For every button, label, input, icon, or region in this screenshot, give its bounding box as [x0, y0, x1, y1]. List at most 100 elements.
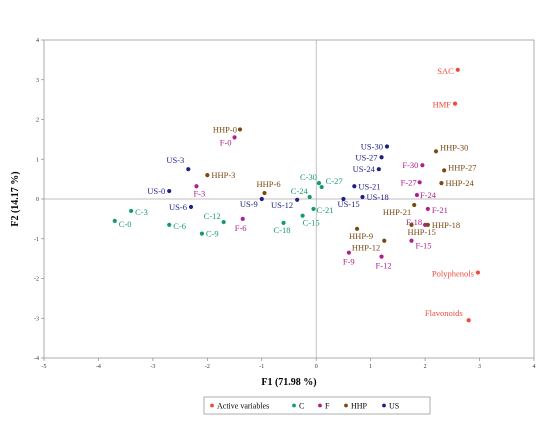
point-label-us-30: US-30 [361, 142, 383, 152]
point-label-f-27: F-27 [401, 177, 417, 187]
point-label-hhp-15: HHP-15 [408, 227, 436, 237]
x-tick-label: -2 [205, 364, 210, 370]
y-tick-label: 3 [36, 78, 39, 84]
point-f-6 [240, 216, 245, 221]
point-label-flavonoids: Flavonoids [425, 308, 463, 318]
legend-box [203, 396, 431, 415]
point-c-12 [221, 219, 226, 225]
points-layer: SAC HMF Polyphenols Flavonoids C-0C-3 C-6 C-9 C… [112, 66, 481, 323]
point-us-18 [360, 194, 365, 200]
point-label-us-9: US-9 [240, 199, 258, 209]
y-tick-label: -4 [34, 356, 39, 362]
legend-label-c: C [299, 402, 304, 411]
y-tick-label: 4 [36, 38, 39, 44]
point-us-6 [188, 204, 194, 210]
point-label-us-15: US-15 [337, 199, 359, 209]
point-f-9 [346, 250, 351, 255]
legend-label-us: US [389, 402, 399, 411]
point-label-us-3: US-3 [166, 155, 184, 165]
legend-label-hhp: HHP [351, 402, 368, 411]
point-f-12 [379, 254, 384, 259]
point-label-hhp-12: HHP-12 [352, 243, 380, 253]
point-flavonoids [466, 318, 471, 323]
point-label-us-24: US-24 [353, 164, 376, 174]
point-c-30 [316, 181, 322, 186]
y-tick-label: 0 [36, 197, 39, 203]
y-tick-label: -2 [34, 277, 39, 283]
point-us-3 [186, 167, 191, 172]
legend-label-active-variables: Active variables [217, 402, 269, 411]
x-tick-label: 3 [478, 364, 481, 370]
point-hhp-15 [409, 222, 414, 227]
point-c-3 [129, 208, 134, 214]
point-us-24 [376, 167, 381, 172]
point-label-c-27: C-27 [326, 176, 343, 186]
point-label-hhp-0: HHP-0 [213, 124, 237, 134]
point-label-c-6: C-6 [173, 221, 186, 231]
point-label-us-12: US-12 [271, 200, 293, 210]
point-label-hhp-18: HHP-18 [432, 220, 460, 230]
point-label-c-3: C-3 [135, 207, 148, 217]
point-label-c-30: C-30 [300, 172, 317, 182]
point-label-hhp-24: HHP-24 [445, 178, 474, 188]
point-label-hhp-9: HHP-9 [349, 231, 373, 241]
point-label-c-0: C-0 [119, 219, 132, 229]
point-label-f-9: F-9 [343, 257, 355, 267]
point-label-hhp-27: HHP-27 [448, 162, 476, 172]
point-label-hhp-21: HHP-21 [383, 207, 411, 217]
point-us-27 [379, 155, 384, 160]
point-f-21 [425, 206, 430, 212]
point-hhp-27 [442, 168, 447, 173]
point-label-polyphenols: Polyphenols [432, 269, 474, 279]
x-tick-label: 1 [369, 364, 372, 370]
point-f-24 [414, 192, 420, 198]
point-hhp-3 [205, 173, 210, 178]
point-label-c-18: C-18 [274, 225, 291, 235]
point-label-us-21: US-21 [358, 181, 380, 191]
point-sac [455, 67, 460, 72]
point-hhp-6 [262, 190, 267, 196]
x-axis-title: F1 (71.98 %) [261, 377, 316, 388]
point-label-c-21: C-21 [317, 205, 334, 215]
point-label-f-24: F-24 [420, 190, 437, 200]
point-c-21 [311, 206, 316, 212]
point-us-12 [295, 197, 300, 202]
legend-marker-f [318, 403, 322, 408]
point-c-6 [167, 222, 172, 227]
y-tick-label: 2 [36, 118, 39, 124]
point-label-c-12: C-12 [204, 211, 221, 221]
point-label-c-9: C-9 [206, 229, 219, 239]
point-label-hhp-6: HHP-6 [257, 179, 281, 189]
point-hhp-9 [354, 226, 360, 231]
legend-marker-active-variables [210, 403, 214, 408]
point-c-27 [319, 184, 324, 190]
point-c-15 [300, 213, 305, 218]
y-tick-label: 1 [36, 157, 39, 163]
point-label-sac: SAC [437, 66, 454, 76]
legend-marker-us [382, 403, 386, 408]
y-tick-label: -3 [34, 316, 39, 322]
point-f-0 [232, 135, 237, 140]
point-f-27 [417, 180, 422, 185]
legend-label-f: F [325, 402, 330, 411]
point-f-15 [409, 238, 414, 243]
point-polyphenols [475, 270, 481, 275]
point-label-f-18: F-18 [406, 217, 422, 227]
x-tick-label: 2 [424, 364, 427, 370]
point-hhp-12 [382, 238, 387, 243]
y-axis-title: F2 (14.17 %) [10, 171, 21, 226]
point-us-0 [167, 188, 172, 194]
point-c-0 [112, 218, 117, 223]
point-hhp-30 [433, 149, 439, 154]
point-f-30 [420, 163, 425, 168]
x-tick-label: 0 [315, 364, 318, 370]
y-tick-label: -1 [34, 237, 39, 243]
point-hhp-24 [439, 181, 444, 186]
point-label-f-30: F-30 [402, 160, 418, 170]
point-us-21 [352, 184, 357, 189]
point-label-hhp-30: HHP-30 [440, 142, 468, 152]
